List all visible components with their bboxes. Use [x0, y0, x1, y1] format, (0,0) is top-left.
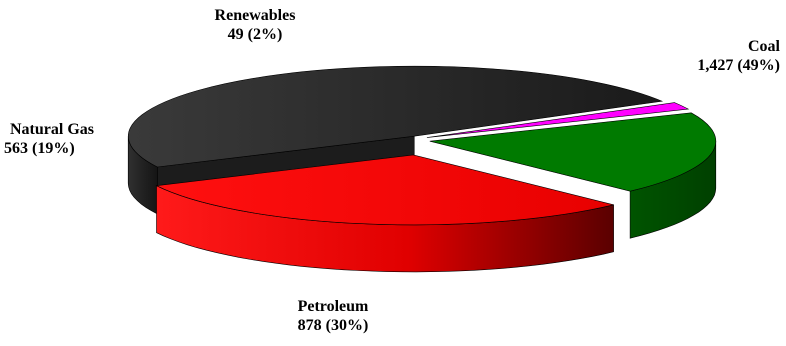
pie-slice-renewables [426, 102, 690, 138]
label-natural-gas-value: 563 (19%) [4, 140, 75, 157]
label-coal-value: 1,427 (49%) [697, 57, 780, 74]
label-natural-gas: Natural Gas 563 (19%) [4, 120, 144, 158]
pie-slice-petroleum [155, 154, 614, 273]
pie-slice-petroleum-top [155, 154, 614, 226]
pie-slice-coal-top [128, 65, 664, 168]
label-petroleum-value: 878 (30%) [297, 317, 369, 334]
pie-slice-natural-gas [429, 112, 717, 239]
label-coal: Coal 1,427 (49%) [630, 37, 780, 75]
label-renewables-value: 49 (2%) [227, 26, 283, 43]
label-renewables: Renewables 49 (2%) [205, 6, 305, 44]
label-natural-gas-name: Natural Gas [10, 121, 94, 138]
pie-slice-renewables-top [426, 102, 690, 138]
label-coal-name: Coal [748, 38, 780, 55]
pie-slice-natural-gas-top [429, 112, 717, 192]
label-petroleum-name: Petroleum [297, 298, 369, 315]
label-petroleum: Petroleum 878 (30%) [273, 297, 393, 335]
label-renewables-name: Renewables [214, 7, 296, 24]
